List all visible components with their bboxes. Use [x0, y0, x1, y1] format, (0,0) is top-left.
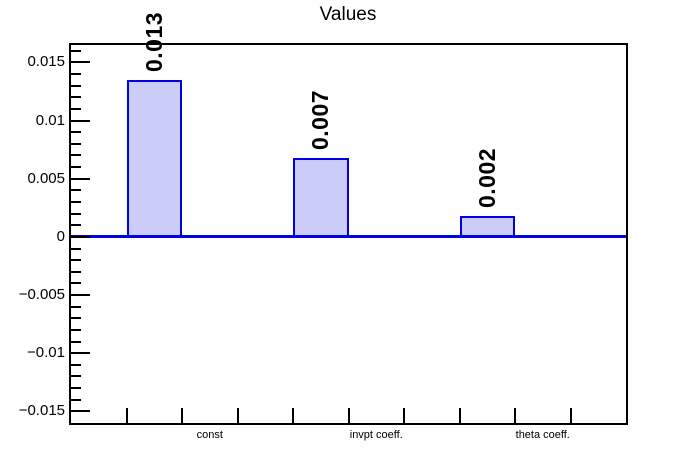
y-axis-minor-tick: [71, 398, 81, 401]
y-axis-minor-tick: [71, 282, 81, 285]
y-axis-minor-tick: [71, 49, 81, 52]
x-axis-tick: [569, 408, 572, 423]
y-axis-minor-tick: [71, 84, 81, 87]
y-axis-major-tick: [71, 410, 90, 413]
x-axis-tick: [181, 408, 183, 423]
bar-value-label-invpt-coeff: 0.007: [307, 89, 334, 150]
x-axis-tick: [125, 408, 128, 423]
y-axis-minor-tick: [71, 166, 81, 169]
y-axis-tick-label: 0.01: [35, 111, 65, 129]
y-axis-tick-label: 0: [56, 227, 65, 245]
y-axis-minor-tick: [71, 73, 81, 76]
y-axis-minor-tick: [71, 363, 81, 366]
y-axis-minor-tick: [71, 201, 81, 203]
y-axis-minor-tick: [71, 328, 81, 331]
y-axis-minor-tick: [71, 387, 81, 390]
x-axis-category-label-theta-coeff: theta coeff.: [515, 429, 570, 441]
y-axis-minor-tick: [71, 270, 81, 273]
y-axis-minor-tick: [71, 247, 81, 250]
y-axis-minor-tick: [71, 142, 81, 145]
y-axis-minor-tick: [71, 340, 81, 343]
x-axis-tick: [347, 408, 350, 423]
y-axis-minor-tick: [71, 305, 81, 308]
y-axis-tick-label: 0.015: [27, 53, 65, 71]
x-axis-category-label-invpt-coeff: invpt coeff.: [349, 429, 403, 441]
y-axis-minor-tick: [71, 131, 81, 134]
y-axis-minor-tick: [71, 189, 81, 192]
y-axis-tick-label: −0.01: [27, 344, 65, 362]
y-axis-minor-tick: [71, 107, 81, 110]
y-axis-tick-label: −0.015: [18, 402, 65, 420]
zero-line: [71, 235, 626, 239]
x-axis-tick: [292, 408, 294, 423]
x-axis-tick: [458, 408, 461, 423]
y-axis-minor-tick: [71, 154, 81, 157]
y-axis-minor-tick: [71, 259, 81, 262]
y-axis-minor-tick: [71, 317, 81, 320]
x-axis-tick: [236, 408, 239, 423]
y-axis-major-tick: [71, 177, 90, 180]
plot-frame: [69, 43, 628, 425]
y-axis-major-tick: [71, 119, 90, 122]
y-axis-minor-tick: [71, 375, 81, 378]
bar-value-label-theta-coeff: 0.002: [473, 147, 500, 208]
x-axis-tick: [514, 408, 516, 423]
bar-value-label-const: 0.013: [140, 11, 167, 72]
chart-title: Values: [319, 4, 377, 25]
y-axis-major-tick: [71, 294, 90, 297]
bar-invpt-coeff: [293, 157, 349, 238]
y-axis-major-tick: [71, 352, 90, 355]
y-axis-major-tick: [71, 235, 90, 238]
bar-const: [126, 79, 182, 238]
y-axis-minor-tick: [71, 96, 81, 99]
y-axis-tick-label: 0.005: [27, 169, 65, 187]
x-axis-tick: [403, 408, 405, 423]
y-axis-minor-tick: [71, 224, 81, 227]
y-axis-minor-tick: [71, 212, 81, 215]
y-axis-major-tick: [71, 61, 90, 64]
y-axis-tick-label: −0.005: [18, 286, 65, 304]
x-axis-category-label-const: const: [196, 429, 223, 441]
